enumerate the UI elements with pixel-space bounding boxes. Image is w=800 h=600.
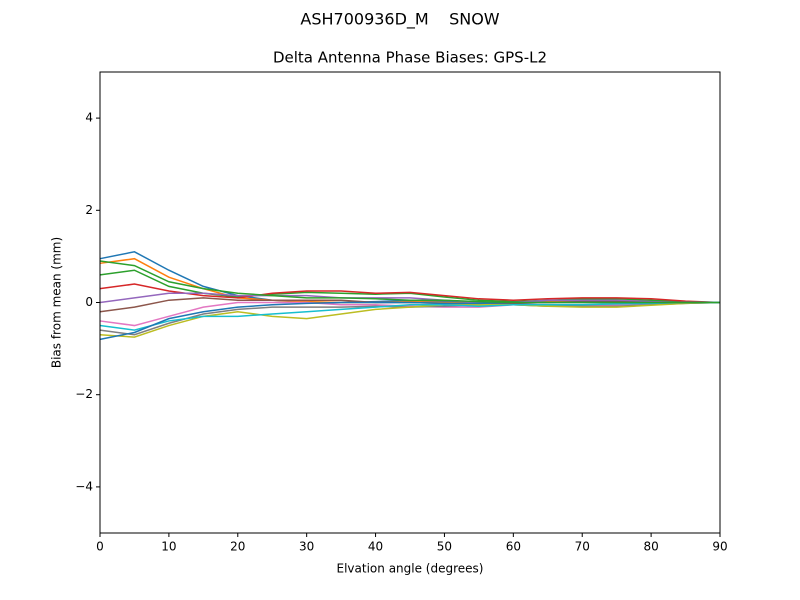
x-tick-label: 70: [575, 540, 590, 554]
x-tick-label: 60: [506, 540, 521, 554]
x-tick-label: 50: [437, 540, 452, 554]
x-tick-label: 0: [96, 540, 104, 554]
y-tick-label: −2: [75, 387, 93, 401]
y-tick-label: −4: [75, 479, 93, 493]
series-line: [99, 301, 720, 327]
x-tick-label: 30: [299, 540, 314, 554]
x-tick-label: 90: [712, 540, 727, 554]
suptitle: ASH700936D_M SNOW: [300, 10, 499, 30]
series-line: [99, 301, 721, 338]
series-line: [99, 301, 720, 341]
x-tick-label: 40: [368, 540, 383, 554]
x-axis-label: Elvation angle (degrees): [337, 562, 484, 576]
y-tick-label: 4: [85, 111, 93, 125]
series-line: [99, 292, 720, 304]
x-tick-label: 10: [161, 540, 176, 554]
y-tick-label: 0: [85, 295, 93, 309]
series-line: [99, 301, 720, 331]
series-line: [99, 251, 721, 305]
y-tick-label: 2: [85, 203, 93, 217]
series-line: [99, 283, 721, 304]
series-line: [99, 260, 720, 304]
chart-title: Delta Antenna Phase Biases: GPS-L2: [273, 49, 547, 67]
y-axis-label: Bias from mean (mm): [50, 237, 64, 368]
x-tick-label: 80: [643, 540, 658, 554]
plot-area: [99, 251, 721, 341]
x-tick-label: 20: [230, 540, 245, 554]
